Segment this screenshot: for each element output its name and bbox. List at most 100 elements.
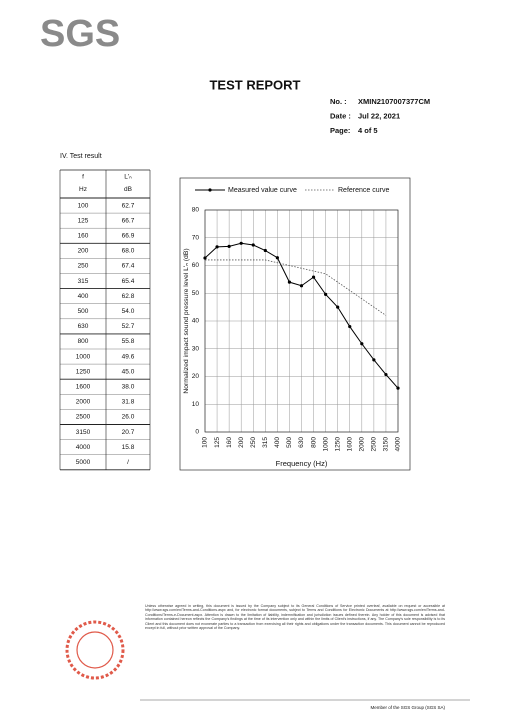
legend-label: Measured value curve: [228, 187, 297, 194]
table-cell: 160: [78, 232, 89, 239]
table-cell: 68.0: [122, 248, 135, 255]
stamp-inner: [76, 631, 114, 669]
table-cell: 31.8: [122, 399, 135, 406]
x-tick-label: 2500: [371, 437, 378, 452]
member-note: Member of the SGS Group (SGS SA): [370, 705, 445, 710]
table-cell: 49.6: [122, 353, 135, 360]
table-cell: 2000: [76, 399, 91, 406]
data-point: [372, 358, 376, 362]
chart-frame: [179, 177, 411, 471]
data-point: [251, 243, 255, 247]
stamp: [65, 620, 125, 680]
meta-value: Jul 22, 2021: [358, 111, 400, 120]
y-tick-label: 60: [192, 262, 200, 269]
y-axis-title: Normalized impact sound pressure level L…: [183, 248, 190, 393]
table-cell: 65.4: [122, 278, 135, 285]
table-cell: 200: [78, 248, 89, 255]
x-tick-label: 125: [214, 437, 221, 448]
data-point: [263, 248, 267, 253]
y-tick-label: 10: [192, 401, 200, 408]
disclaimer: Unless otherwise agreed in writing, this…: [145, 604, 445, 631]
x-tick-label: 4000: [395, 437, 402, 452]
x-tick-label: 2000: [359, 437, 366, 452]
legend-label: Reference curve: [338, 187, 389, 194]
table-cell: 630: [78, 323, 89, 330]
table-cell: 62.8: [122, 293, 135, 300]
x-tick-label: 3150: [383, 437, 390, 452]
table-cell: 45.0: [122, 368, 135, 375]
table-cell: 4000: [76, 444, 91, 451]
x-tick-label: 100: [202, 437, 209, 448]
table-cell: 55.8: [122, 338, 135, 345]
plot-area: [204, 209, 399, 433]
x-tick-label: 630: [298, 437, 305, 448]
legend-marker: [208, 188, 212, 192]
x-tick-label: 1600: [346, 437, 353, 452]
table-cell: 3150: [76, 429, 91, 436]
data-point: [275, 256, 279, 260]
logo: SGS: [40, 13, 120, 55]
data-point: [215, 245, 219, 249]
table-cell: 52.7: [122, 323, 135, 330]
table-cell: 67.4: [122, 263, 135, 270]
table-cell: 250: [78, 263, 89, 270]
table-cell: 54.0: [122, 308, 135, 315]
data-point: [396, 386, 400, 390]
y-tick-label: 50: [192, 290, 200, 297]
data-point: [384, 372, 388, 377]
table-cell: 400: [78, 293, 89, 300]
x-tick-label: 800: [310, 437, 317, 448]
table-cell: 500: [78, 308, 89, 315]
table-header: dB: [124, 186, 132, 193]
table-cell: 800: [78, 338, 89, 345]
data-point: [287, 280, 292, 284]
table-cell: 5000: [76, 459, 91, 466]
table-cell: 100: [78, 202, 89, 209]
table-cell: 15.8: [122, 444, 135, 451]
x-tick-label: 315: [262, 437, 269, 448]
meta-label: No. :: [330, 97, 347, 106]
table-header: f: [82, 174, 84, 181]
table-header: L'ₙ: [124, 174, 132, 181]
meta-value: XMIN2107007377CM: [358, 97, 430, 106]
data-point: [203, 256, 207, 260]
x-tick-label: 500: [286, 437, 293, 448]
table-cell: /: [127, 459, 129, 466]
data-point: [239, 241, 243, 245]
data-point: [227, 244, 231, 248]
meta-label: Page:: [330, 126, 350, 135]
table-cell: 1250: [76, 368, 91, 375]
data-point: [324, 292, 328, 296]
data-point: [360, 342, 364, 346]
table-cell: 38.0: [122, 383, 135, 390]
series-line: [205, 259, 387, 316]
report-title: TEST REPORT: [209, 77, 300, 92]
table-cell: 66.7: [122, 217, 135, 224]
y-tick-label: 20: [192, 373, 200, 380]
meta-label: Date :: [330, 111, 351, 120]
y-tick-label: 70: [192, 234, 200, 241]
data-point: [336, 305, 340, 309]
table-cell: 125: [78, 217, 89, 224]
x-tick-label: 400: [274, 437, 281, 448]
meta-value: 4 of 5: [358, 126, 378, 135]
x-tick-label: 160: [226, 437, 233, 448]
table-cell: 2500: [76, 414, 91, 421]
y-tick-label: 40: [192, 318, 200, 325]
y-tick-label: 0: [195, 429, 199, 436]
y-tick-label: 80: [192, 207, 200, 214]
table-cell: 20.7: [122, 429, 135, 436]
table-cell: 315: [78, 278, 89, 285]
table-cell: 26.0: [122, 414, 135, 421]
table-cell: 1000: [76, 353, 91, 360]
x-tick-label: 1250: [334, 437, 341, 452]
y-tick-label: 30: [192, 345, 200, 352]
x-tick-label: 200: [238, 437, 245, 448]
table-header: Hz: [79, 186, 87, 193]
table-cell: 66.9: [122, 232, 135, 239]
x-tick-label: 1000: [322, 437, 329, 452]
table-cell: 1600: [76, 383, 91, 390]
section-title: IV. Test result: [60, 153, 102, 160]
